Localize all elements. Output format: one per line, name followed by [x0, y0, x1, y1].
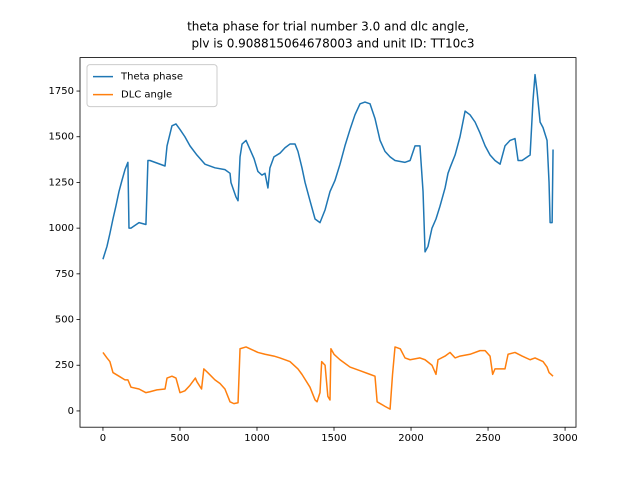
data-line	[102, 73, 554, 260]
x-tick-label: 2500	[475, 433, 500, 444]
chart-title: plv is 0.908815064678003 and unit ID: TT…	[191, 37, 474, 51]
y-tick-label: 0	[68, 406, 74, 417]
y-tick-label: 1000	[49, 223, 74, 234]
legend-label: DLC angle	[121, 90, 172, 101]
y-tick-label: 1500	[49, 132, 74, 143]
y-tick-label: 500	[55, 315, 74, 326]
x-tick-label: 1500	[321, 433, 346, 444]
y-tick-label: 250	[55, 360, 74, 371]
x-tick-label: 0	[100, 433, 106, 444]
x-tick-label: 500	[170, 433, 189, 444]
y-tick-label: 1250	[49, 177, 74, 188]
x-tick-label: 3000	[552, 433, 577, 444]
plot-area	[102, 73, 554, 410]
axes-frame	[79, 57, 577, 428]
x-tick-label: 2000	[398, 433, 423, 444]
y-tick-label: 750	[55, 269, 74, 280]
legend-box	[86, 64, 218, 108]
legend-label: Theta phase	[120, 72, 183, 83]
chart-title: theta phase for trial number 3.0 and dlc…	[187, 20, 469, 34]
data-line	[102, 346, 554, 410]
y-tick-label: 1750	[49, 86, 74, 97]
x-tick-label: 1000	[244, 433, 269, 444]
